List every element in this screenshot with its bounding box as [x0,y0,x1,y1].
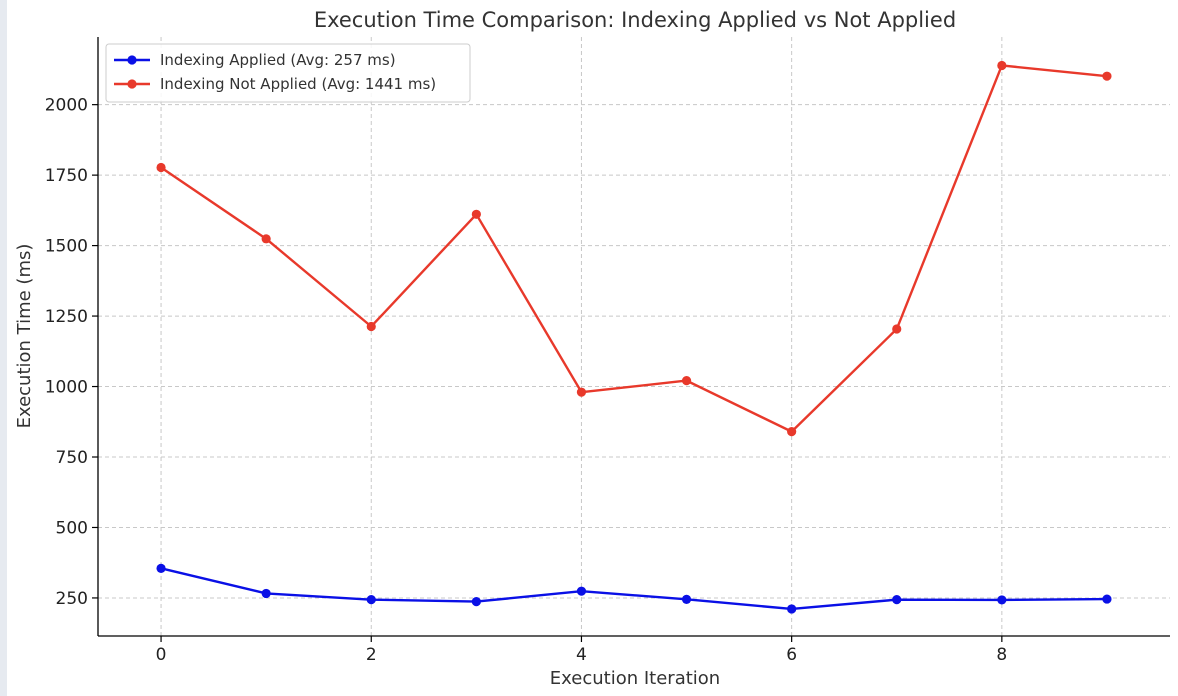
x-axis-title: Execution Iteration [550,668,720,689]
data-point [366,321,376,332]
data-point [156,563,166,573]
series-1 [156,60,1112,437]
y-tick-label: 250 [56,589,88,609]
data-point [681,594,692,604]
legend-label: Indexing Applied (Avg: 257 ms) [160,51,396,69]
legend-swatch-marker [127,55,137,65]
data-point [787,427,797,437]
x-tick-label: 8 [996,645,1007,665]
data-point [892,324,902,334]
data-point [471,597,481,607]
data-point [1102,594,1112,604]
data-point [471,209,481,219]
data-point [997,60,1007,71]
y-tick-label: 750 [56,448,88,468]
page-edge-strip [0,0,7,696]
data-point [261,234,271,244]
grid [98,37,1170,636]
data-point [576,387,587,397]
data-point [787,604,797,614]
legend-swatch-marker [127,79,137,89]
y-axis-title: Execution Time (ms) [14,244,35,429]
y-tick-label: 500 [56,518,88,538]
y-tick-label: 1750 [45,166,88,186]
data-point [892,595,902,605]
x-tick-label: 0 [156,645,167,665]
series-0 [156,563,1112,614]
legend: Indexing Applied (Avg: 257 ms) Indexing N… [105,43,471,103]
y-tick-label: 1000 [45,378,88,398]
x-tick-label: 2 [366,645,377,665]
series-layer [156,60,1112,614]
data-point [681,376,692,386]
data-point [1102,71,1112,81]
data-point [366,595,376,605]
axes: 0 2 4 6 8 250 500 750 1000 1250 1500 1750 2000 [45,37,1170,665]
y-tick-label: 2000 [45,96,88,116]
y-tick-label: 1250 [45,307,88,327]
chart-title: Execution Time Comparison: Indexing Appl… [314,8,956,32]
legend-box [105,43,471,103]
series-line [160,567,1107,611]
y-tick-label: 1500 [45,237,88,257]
legend-label: Indexing Not Applied (Avg: 1441 ms) [160,75,436,93]
x-tick-label: 6 [786,645,797,665]
x-tick-label: 4 [576,645,587,665]
data-point [997,595,1007,605]
data-point [576,586,587,596]
data-point [261,588,271,599]
data-point [156,162,166,173]
series-line [160,64,1108,433]
